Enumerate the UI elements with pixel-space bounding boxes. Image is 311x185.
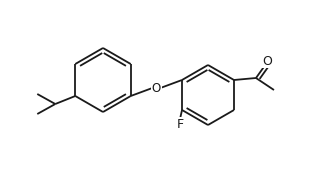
Text: F: F: [176, 117, 183, 130]
Text: O: O: [262, 55, 272, 68]
Text: O: O: [152, 82, 161, 95]
